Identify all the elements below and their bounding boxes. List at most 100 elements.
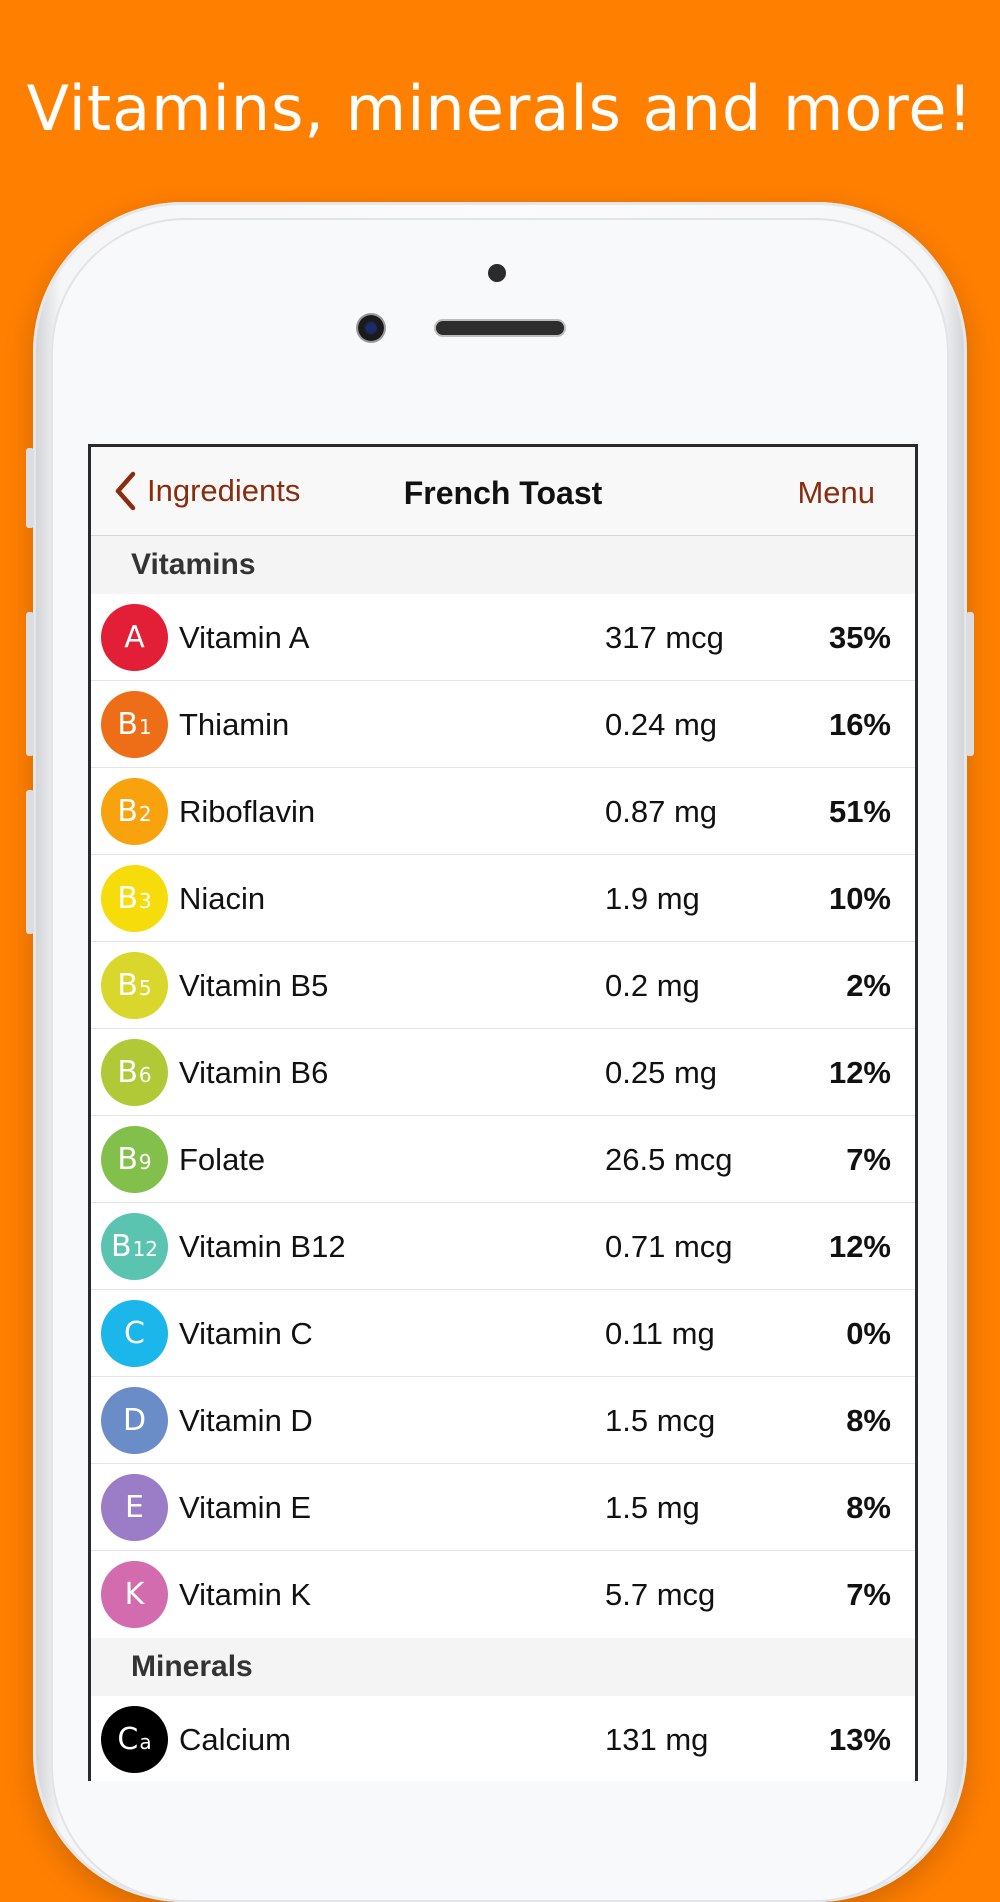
nutrient-name: Vitamin K bbox=[179, 1577, 312, 1612]
nutrient-symbol: B bbox=[117, 794, 138, 829]
nutrient-row[interactable]: D Vitamin D 1.5 mcg 8% bbox=[91, 1377, 915, 1464]
nutrient-name: Folate bbox=[179, 1142, 266, 1177]
page-title: French Toast bbox=[403, 475, 603, 511]
nutrient-amount: 1.9 mg bbox=[605, 881, 700, 916]
app-screen: Ingredients French Toast Menu Vitamins A… bbox=[88, 444, 918, 1781]
nutrient-symbol: D bbox=[122, 1403, 147, 1438]
nutrient-daily-value-percent: 13% bbox=[828, 1722, 891, 1757]
nutrient-row[interactable]: B 5 Vitamin B5 0.2 mg 2% bbox=[91, 942, 915, 1029]
nutrient-symbol: B bbox=[110, 1229, 132, 1264]
nutrient-amount: 0.11 mg bbox=[605, 1316, 715, 1351]
phone-mute-switch bbox=[26, 448, 34, 528]
nutrient-row[interactable]: B 3 Niacin 1.9 mg 10% bbox=[91, 855, 915, 942]
nutrient-badge-icon: A bbox=[101, 604, 168, 671]
nutrient-name: Vitamin E bbox=[179, 1490, 312, 1525]
nutrient-amount: 26.5 mcg bbox=[605, 1142, 733, 1177]
nutrient-daily-value-percent: 12% bbox=[828, 1055, 891, 1090]
nutrient-name: Vitamin B6 bbox=[179, 1055, 329, 1090]
nutrient-name: Vitamin A bbox=[179, 620, 310, 655]
nutrient-symbol-subscript: 6 bbox=[138, 1062, 152, 1087]
nutrient-name: Vitamin B12 bbox=[179, 1229, 346, 1264]
nutrient-amount: 1.5 mg bbox=[605, 1490, 700, 1525]
nutrient-symbol: C bbox=[124, 1316, 145, 1351]
nutrient-symbol-subscript: 5 bbox=[138, 975, 152, 1000]
nutrient-row[interactable]: B 6 Vitamin B6 0.25 mg 12% bbox=[91, 1029, 915, 1116]
nutrient-symbol: B bbox=[117, 1142, 138, 1177]
nutrient-row[interactable]: A Vitamin A 317 mcg 35% bbox=[91, 594, 915, 681]
nutrient-daily-value-percent: 2% bbox=[846, 968, 891, 1003]
nutrient-daily-value-percent: 10% bbox=[828, 881, 891, 916]
nutrient-name: Calcium bbox=[179, 1722, 291, 1757]
chevron-left-icon bbox=[115, 471, 136, 511]
nutrient-symbol: E bbox=[125, 1490, 144, 1525]
nutrient-daily-value-percent: 7% bbox=[846, 1142, 891, 1177]
nutrient-row[interactable]: E Vitamin E 1.5 mg 8% bbox=[91, 1464, 915, 1551]
nutrient-badge-icon: C bbox=[101, 1300, 168, 1367]
nutrient-symbol: B bbox=[117, 1055, 138, 1090]
nutrient-badge-icon: D bbox=[101, 1387, 168, 1454]
nutrient-amount: 0.25 mg bbox=[605, 1055, 718, 1090]
nutrient-symbol-subscript: 9 bbox=[138, 1149, 152, 1174]
nutrient-symbol-subscript: 3 bbox=[138, 888, 152, 913]
nutrient-symbol: C bbox=[117, 1722, 139, 1757]
nutrient-row[interactable]: B 12 Vitamin B12 0.71 mcg 12% bbox=[91, 1203, 915, 1290]
nutrient-daily-value-percent: 8% bbox=[846, 1403, 891, 1438]
proximity-sensor bbox=[488, 264, 506, 282]
nutrient-row[interactable]: K Vitamin K 5.7 mcg 7% bbox=[91, 1551, 915, 1638]
nutrient-name: Riboflavin bbox=[179, 794, 316, 829]
nutrient-symbol-subscript: 1 bbox=[138, 714, 152, 739]
nutrient-amount: 131 mg bbox=[605, 1722, 709, 1757]
nutrient-row[interactable]: B 2 Riboflavin 0.87 mg 51% bbox=[91, 768, 915, 855]
phone-power-button bbox=[966, 612, 974, 756]
nutrient-symbol-subscript: a bbox=[139, 1729, 152, 1754]
nutrient-amount: 5.7 mcg bbox=[605, 1577, 716, 1612]
nutrient-badge-icon: K bbox=[101, 1561, 168, 1628]
nutrient-symbol: B bbox=[117, 707, 138, 742]
nutrient-amount: 0.87 mg bbox=[605, 794, 718, 829]
nutrient-row[interactable]: B 9 Folate 26.5 mcg 7% bbox=[91, 1116, 915, 1203]
nutrient-amount: 0.71 mcg bbox=[605, 1229, 733, 1264]
back-button[interactable]: Ingredients bbox=[113, 467, 300, 515]
nutrient-symbol: A bbox=[124, 620, 145, 655]
nutrient-amount: 0.24 mg bbox=[605, 707, 718, 742]
nutrient-daily-value-percent: 16% bbox=[828, 707, 891, 742]
nutrient-name: Niacin bbox=[179, 881, 266, 916]
nutrient-daily-value-percent: 0% bbox=[846, 1316, 891, 1351]
nutrient-daily-value-percent: 8% bbox=[846, 1490, 891, 1525]
nutrient-daily-value-percent: 51% bbox=[828, 794, 891, 829]
nutrient-name: Vitamin C bbox=[179, 1316, 313, 1351]
nutrient-badge-icon: B 12 bbox=[101, 1213, 168, 1280]
nutrient-amount: 1.5 mcg bbox=[605, 1403, 716, 1438]
nutrient-amount: 317 mcg bbox=[605, 620, 724, 655]
earpiece-speaker bbox=[436, 321, 564, 335]
nutrient-symbol: B bbox=[117, 968, 138, 1003]
phone-volume-up bbox=[26, 612, 34, 756]
nutrient-daily-value-percent: 12% bbox=[828, 1229, 891, 1264]
nutrient-badge-icon: E bbox=[101, 1474, 168, 1541]
menu-button[interactable]: Menu bbox=[797, 475, 875, 510]
vitamins-list: A Vitamin A 317 mcg 35% B 1 Thiamin 0.24 mg 16% B… bbox=[91, 594, 915, 1638]
nutrient-daily-value-percent: 7% bbox=[846, 1577, 891, 1612]
nutrient-name: Vitamin D bbox=[179, 1403, 313, 1438]
nutrient-row[interactable]: B 1 Thiamin 0.24 mg 16% bbox=[91, 681, 915, 768]
front-camera bbox=[358, 315, 384, 341]
nutrient-name: Thiamin bbox=[179, 707, 290, 742]
nutrient-name: Vitamin B5 bbox=[179, 968, 329, 1003]
navigation-bar: Ingredients French Toast Menu bbox=[91, 447, 915, 536]
nutrient-symbol-subscript: 12 bbox=[132, 1236, 159, 1261]
nutrient-symbol: B bbox=[117, 881, 138, 916]
nutrient-symbol: K bbox=[124, 1577, 145, 1612]
nutrient-symbol-subscript: 2 bbox=[138, 801, 152, 826]
nutrient-amount: 0.2 mg bbox=[605, 968, 700, 1003]
back-button-label: Ingredients bbox=[147, 473, 301, 508]
nutrient-row[interactable]: C Vitamin C 0.11 mg 0% bbox=[91, 1290, 915, 1377]
